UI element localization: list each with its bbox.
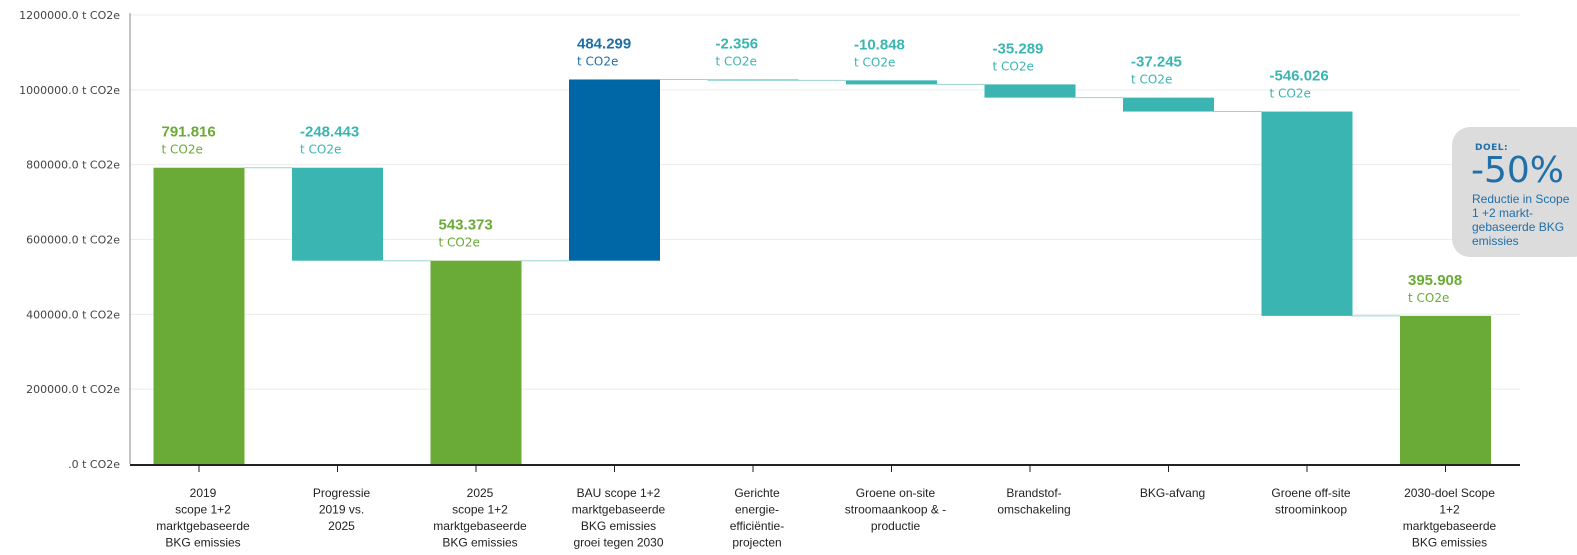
bar (707, 79, 799, 81)
goal-value: -50% (1471, 150, 1565, 191)
y-tick-label: 800000.0 t CO2e (26, 159, 120, 172)
value-label: 484.299 (577, 35, 631, 52)
unit-label: t CO2e (439, 236, 480, 250)
value-label: -248.443 (300, 124, 359, 141)
bars (153, 79, 1491, 464)
unit-label: t CO2e (993, 59, 1034, 73)
unit-label: t CO2e (716, 54, 757, 68)
category-label: BKG-afvang (1140, 486, 1205, 500)
category-label: 2025 scope 1+2 marktgebaseerde BKG emissies (433, 486, 527, 550)
unit-label: t CO2e (300, 143, 341, 157)
value-label: 543.373 (439, 217, 493, 234)
goal-label: DOEL: (1475, 143, 1509, 153)
y-tick-label: .0 t CO2e (68, 458, 120, 471)
category-label: Gerichte energie-efficiëntie-projecten (730, 486, 784, 550)
category-label: 2030-doel Scope 1+2 marktgebaseerde BKG emi… (1403, 486, 1497, 550)
unit-label: t CO2e (1270, 87, 1311, 101)
bar (984, 84, 1076, 98)
value-label: -2.356 (716, 35, 759, 52)
value-labels: 791.816 t CO2e -248.443 t CO2e 543.373 t CO2e… (162, 35, 1463, 304)
unit-label: t CO2e (1131, 73, 1172, 87)
unit-label: t CO2e (577, 54, 618, 68)
bar (1261, 111, 1353, 316)
category-label: Groene off-site stroominkoop (1271, 486, 1350, 517)
y-axis: 1200000.0 t CO2e 1000000.0 t CO2e 800000.0… (19, 9, 131, 471)
value-label: -37.245 (1131, 54, 1182, 71)
y-tick-label: 400000.0 t CO2e (26, 308, 120, 321)
y-tick-label: 1200000.0 t CO2e (19, 9, 120, 22)
value-label: 395.908 (1408, 272, 1462, 289)
bar (569, 79, 660, 261)
connector-lines (244, 78, 1400, 317)
x-axis: 2019 scope 1+2 marktgebaseerde BKG emissies… (130, 464, 1520, 550)
goal-text: Reductie in Scope 1 +2 markt- gebaseerde… (1472, 192, 1570, 248)
unit-label: t CO2e (1408, 291, 1449, 305)
bar (1400, 315, 1491, 464)
value-label: -35.289 (993, 40, 1044, 57)
unit-label: t CO2e (162, 143, 203, 157)
category-label: Progressie 2019 vs. 2025 (313, 486, 371, 533)
y-tick-label: 600000.0 t CO2e (26, 234, 120, 247)
category-label: BAU scope 1+2 marktgebaseerde BKG emissies… (572, 486, 666, 550)
unit-label: t CO2e (854, 55, 895, 69)
bar (846, 80, 937, 85)
bar (292, 167, 383, 261)
bar (430, 260, 522, 464)
value-label: 791.816 (162, 124, 216, 141)
value-label: -10.848 (854, 36, 905, 53)
category-label: Brandstof-omschakeling (997, 486, 1070, 517)
goal-callout: DOEL: -50% Reductie in Scope 1 +2 markt-… (1452, 127, 1577, 257)
y-tick-label: 1000000.0 t CO2e (19, 84, 120, 97)
bar (1123, 97, 1214, 112)
category-label: Groene on-site stroomaankoop & -productie (845, 486, 946, 533)
value-label: -546.026 (1270, 68, 1329, 85)
y-tick-label: 200000.0 t CO2e (26, 383, 120, 396)
category-label: 2019 scope 1+2 marktgebaseerde BKG emissies (156, 486, 250, 550)
bar (153, 167, 245, 464)
